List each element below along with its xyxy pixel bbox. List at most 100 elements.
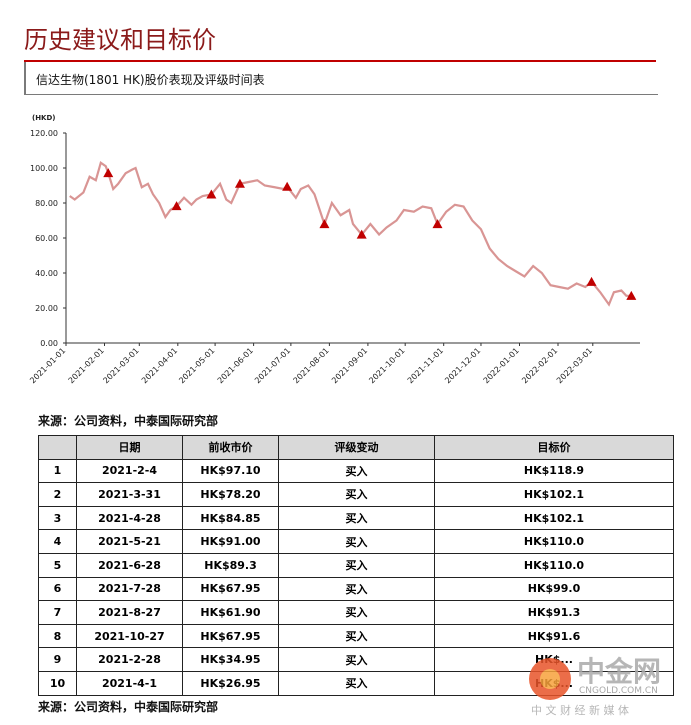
header-cell bbox=[38, 435, 77, 460]
chart: (HKD) 0.00 20.00 40.00 60.00 80.00 100.00 120.… bbox=[28, 114, 640, 385]
table-cell: 2021-3-31 bbox=[76, 482, 183, 507]
table-row: 1 2021-2-4 HK$97.10 买入 HK$118.9 bbox=[38, 458, 674, 484]
table-cell: HK$84.85 bbox=[182, 505, 279, 531]
table-cell: HK$67.95 bbox=[182, 576, 279, 602]
x-tick-label: 2021-06-01 bbox=[216, 346, 255, 385]
x-tick-label: 2021-01-01 bbox=[28, 346, 67, 385]
table-cell: HK$91.3 bbox=[434, 600, 674, 625]
rating-marker bbox=[103, 168, 114, 178]
table-cell: 2021-10-27 bbox=[76, 623, 183, 649]
table-cell: 4 bbox=[38, 529, 77, 554]
table-cell: HK$61.90 bbox=[182, 600, 279, 625]
table-cell: 5 bbox=[38, 552, 77, 578]
logo bbox=[529, 658, 571, 700]
x-tick-label: 2021-03-01 bbox=[101, 346, 140, 385]
y-tick-label: 20.00 bbox=[35, 304, 58, 313]
table-cell: 1 bbox=[38, 458, 77, 484]
table-cell: 9 bbox=[38, 647, 77, 672]
table-cell: HK$102.1 bbox=[434, 505, 674, 531]
x-tick-label: 2021-07-01 bbox=[253, 346, 292, 385]
x-tick-label: 2021-12-01 bbox=[443, 346, 482, 385]
x-tick-label: 2022-01-01 bbox=[482, 346, 521, 385]
price-line bbox=[69, 160, 632, 307]
y-tick-label: 40.00 bbox=[35, 269, 58, 278]
table-cell: HK$97.10 bbox=[182, 458, 279, 484]
table-cell: 买入 bbox=[278, 623, 435, 649]
table-row: 2 2021-3-31 HK$78.20 买入 HK$102.1 bbox=[38, 482, 674, 507]
y-label: (HKD) bbox=[32, 114, 56, 122]
watermark-name: 中金网 bbox=[577, 655, 662, 688]
rating-marker bbox=[319, 219, 330, 229]
table-cell: 2021-4-1 bbox=[76, 670, 183, 696]
table-cell: HK$118.9 bbox=[434, 458, 674, 484]
x-tick-label: 2021-09-01 bbox=[330, 346, 369, 385]
table-row: 8 2021-10-27 HK$67.95 买入 HK$91.6 bbox=[38, 623, 674, 649]
table-cell: 买入 bbox=[278, 600, 435, 625]
table-cell: 2021-2-4 bbox=[76, 458, 183, 484]
x-tick-label: 2021-10-01 bbox=[367, 346, 406, 385]
table-cell: HK$89.3 bbox=[182, 552, 279, 578]
source: 来源：公司资料，中泰国际研究部 bbox=[38, 414, 219, 428]
rating-marker bbox=[356, 229, 367, 239]
header-cell: 评级变动 bbox=[278, 435, 435, 460]
table-cell: HK$110.0 bbox=[434, 552, 674, 578]
table-row: 4 2021-5-21 HK$91.00 买入 HK$110.0 bbox=[38, 529, 674, 554]
table-cell: HK$34.95 bbox=[182, 647, 279, 672]
rating-marker bbox=[432, 219, 443, 229]
rating-marker bbox=[586, 276, 597, 286]
title: 历史建议和目标价 bbox=[24, 26, 216, 54]
table: 日期 前收市价 评级变动 目标价 1 2021-2-4 HK$97.10 买入 HK$118.9… bbox=[38, 435, 674, 696]
table-row: 3 2021-4-28 HK$84.85 买入 HK$102.1 bbox=[38, 505, 674, 531]
rating-marker bbox=[171, 201, 182, 211]
table-cell: HK$110.0 bbox=[434, 529, 674, 554]
y-tick-label: 120.00 bbox=[30, 129, 58, 138]
rating-marker bbox=[234, 178, 245, 188]
table-row: 6 2021-7-28 HK$67.95 买入 HK$99.0 bbox=[38, 576, 674, 602]
table-cell: 6 bbox=[38, 576, 77, 602]
table-row: 7 2021-8-27 HK$61.90 买入 HK$91.3 bbox=[38, 600, 674, 625]
x-tick-label: 2021-05-01 bbox=[177, 346, 216, 385]
chart-header: 信达生物(1801 HK)股价表现及评级时间表 bbox=[24, 62, 658, 95]
subtitle: 信达生物(1801 HK)股价表现及评级时间表 bbox=[36, 73, 265, 87]
x-tick-label: 2021-02-01 bbox=[67, 346, 106, 385]
table-cell: 2021-4-28 bbox=[76, 505, 183, 531]
table-cell: HK$67.95 bbox=[182, 623, 279, 649]
watermark-slogan: 中 文 财 经 新 媒 体 bbox=[531, 704, 629, 717]
y-tick-label: 100.00 bbox=[30, 164, 58, 173]
table-cell: 买入 bbox=[278, 552, 435, 578]
header-cell: 前收市价 bbox=[182, 435, 279, 460]
table-cell: 2021-7-28 bbox=[76, 576, 183, 602]
header-row: 日期 前收市价 评级变动 目标价 bbox=[38, 435, 674, 460]
header-cell: 目标价 bbox=[434, 435, 674, 460]
table-cell: HK$91.00 bbox=[182, 529, 279, 554]
rule bbox=[24, 60, 656, 62]
x-tick-label: 2022-03-01 bbox=[555, 346, 594, 385]
x-tick-label: 2021-08-01 bbox=[292, 346, 331, 385]
y-tick-label: 80.00 bbox=[35, 199, 58, 208]
table-row: 5 2021-6-28 HK$89.3 买入 HK$110.0 bbox=[38, 552, 674, 578]
table-cell: 7 bbox=[38, 600, 77, 625]
table-cell: 10 bbox=[38, 670, 77, 696]
rating-marker bbox=[282, 181, 293, 191]
rating-marker bbox=[626, 290, 637, 300]
table-cell: HK$91.6 bbox=[434, 623, 674, 649]
watermark: 中金网 CNGOLD.COM.CN 中 文 财 经 新 媒 体 bbox=[527, 650, 677, 720]
table-cell: 2 bbox=[38, 482, 77, 507]
table-cell: 买入 bbox=[278, 670, 435, 696]
table-cell: 买入 bbox=[278, 458, 435, 484]
x-tick-label: 2021-11-01 bbox=[406, 346, 445, 385]
table-cell: 买入 bbox=[278, 576, 435, 602]
table-cell: 2021-2-28 bbox=[76, 647, 183, 672]
watermark-url: CNGOLD.COM.CN bbox=[579, 686, 658, 696]
table-cell: 2021-6-28 bbox=[76, 552, 183, 578]
table-cell: HK$99.0 bbox=[434, 576, 674, 602]
table-cell: 2021-8-27 bbox=[76, 600, 183, 625]
table-cell: 8 bbox=[38, 623, 77, 649]
table-cell: HK$102.1 bbox=[434, 482, 674, 507]
rating-marker bbox=[206, 189, 217, 199]
y-tick-label: 0.00 bbox=[40, 339, 58, 348]
table-cell: HK$26.95 bbox=[182, 670, 279, 696]
table-cell: HK$78.20 bbox=[182, 482, 279, 507]
table-cell: 买入 bbox=[278, 505, 435, 531]
